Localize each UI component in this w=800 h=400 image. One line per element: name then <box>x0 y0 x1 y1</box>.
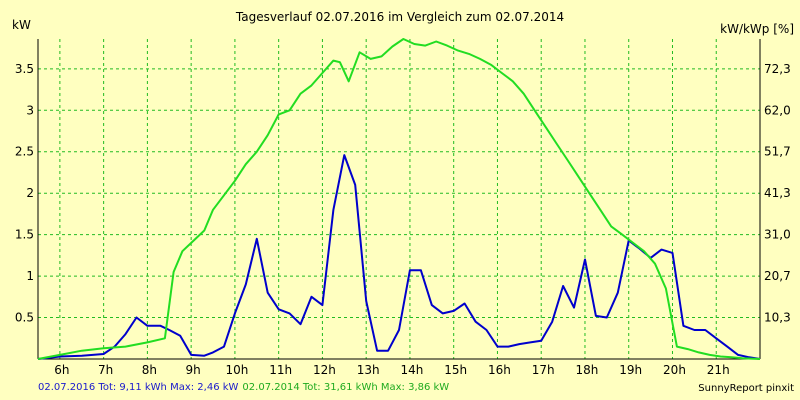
y-right-tick-label-4: 51,7 <box>764 145 791 159</box>
y-right-tick-label-1: 20,7 <box>764 269 791 283</box>
x-tick-label-1: 7h <box>98 363 113 377</box>
series-line-02-07-2014 <box>37 38 761 360</box>
x-tick-label-0: 6h <box>54 363 69 377</box>
x-tick-label-9: 15h <box>444 363 467 377</box>
series-lines <box>37 38 761 360</box>
chart-footer: 02.07.2016 Tot: 9,11 kWh Max: 2,46 kW 02.… <box>38 382 449 393</box>
footer-series-2016: 02.07.2016 Tot: 9,11 kWh Max: 2,46 kW <box>38 382 239 393</box>
x-tick-label-15: 21h <box>707 363 730 377</box>
chart-title: Tagesverlauf 02.07.2016 im Vergleich zum… <box>235 10 565 24</box>
x-tick-label-11: 17h <box>532 363 555 377</box>
y-left-tick-label-2: 1.5 <box>15 228 34 242</box>
y-axis-left-label: kW <box>12 18 31 32</box>
y-axis-right-label: kW/kWp [%] <box>720 22 794 36</box>
x-tick-label-2: 8h <box>142 363 157 377</box>
plot-area <box>38 39 760 359</box>
y-right-tick-label-2: 31,0 <box>764 228 791 242</box>
tick-labels: 6h 7h 8h 9h 10h 11h 12h 13h 14h 15h 16h 17h 18h 19h 20… <box>15 62 791 377</box>
x-tick-label-7: 13h <box>357 363 380 377</box>
y-right-tick-label-6: 72,3 <box>764 62 791 76</box>
x-tick-label-4: 10h <box>225 363 248 377</box>
x-tick-label-8: 14h <box>401 363 424 377</box>
x-tick-label-13: 19h <box>619 363 642 377</box>
credit-label: SunnyReport pinxit <box>698 383 794 394</box>
x-tick-label-5: 11h <box>269 363 292 377</box>
y-left-tick-label-6: 3.5 <box>15 62 34 76</box>
axes <box>37 39 761 360</box>
x-tick-label-3: 9h <box>186 363 201 377</box>
y-left-tick-label-1: 1 <box>26 269 34 283</box>
x-tick-label-10: 16h <box>488 363 511 377</box>
y-right-tick-label-3: 41,3 <box>764 186 791 200</box>
x-tick-label-12: 18h <box>576 363 599 377</box>
y-right-tick-label-0: 10,3 <box>764 311 791 325</box>
x-tick-label-6: 12h <box>313 363 336 377</box>
y-left-tick-label-3: 2 <box>26 186 34 200</box>
x-tick-label-14: 20h <box>663 363 686 377</box>
y-left-tick-label-5: 3 <box>26 103 34 117</box>
footer-series-2014: 02.07.2014 Tot: 31,61 kWh Max: 3,86 kW <box>242 382 450 393</box>
y-right-tick-label-5: 62,0 <box>764 103 791 117</box>
y-left-tick-label-4: 2.5 <box>15 145 34 159</box>
grid-lines <box>38 39 760 359</box>
y-left-tick-label-0: 0.5 <box>15 311 34 325</box>
